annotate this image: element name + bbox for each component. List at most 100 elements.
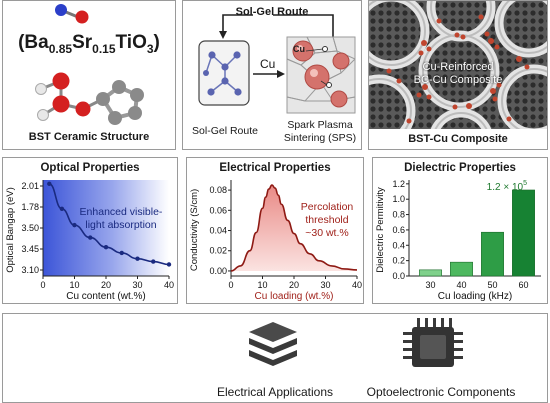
carbon-atom: [96, 92, 110, 106]
optical-ytick-label: 3.45: [21, 244, 39, 254]
optical-data-point: [119, 250, 124, 256]
hydrogen-atom: [35, 83, 47, 95]
composite-overlay-label: Cu-Reinforced BC-Cu Composite: [369, 61, 547, 87]
optical-xtick-label: 0: [40, 280, 45, 290]
sps-caption-line1: Spark Plasma: [287, 119, 353, 131]
panel-electrical-properties: Electrical Properties 0 10 20 30 40 0.00 0.02 0…: [186, 157, 364, 304]
bst-formula: (Ba0.85Sr0.15TiO3): [18, 32, 160, 56]
oxygen-atom: [52, 72, 70, 90]
optical-chart: 0 10 20 30 40 2.01 1.78 3.50 3.45 3.10 Optical Ba…: [5, 180, 174, 302]
panel-sol-gel-route: Sol-Gel Route: [182, 0, 362, 150]
overlay-line1: Cu-Reinforced: [422, 61, 494, 73]
optical-xlabel: Cu content (wt.%): [66, 291, 145, 302]
dielectric-bar: [419, 269, 442, 277]
electrical-annotation-line1: Percolation: [301, 201, 354, 213]
sol-gel-diagram: [198, 14, 356, 114]
electrical-area-fill: [231, 185, 357, 271]
electrical-series-line: [230, 184, 358, 272]
cu-particle: [330, 90, 348, 108]
electrical-chart: 0 10 20 30 40 0.00 0.02 0.04 0.06 0.08 Conductivi…: [189, 180, 362, 302]
optical-xtick-label: 30: [132, 280, 142, 290]
electrical-xtick-label: 20: [289, 280, 299, 290]
carbon-atom: [128, 106, 142, 120]
carbon-atom: [112, 80, 126, 94]
optical-data-point: [151, 259, 156, 264]
oxygen-atom: [75, 10, 89, 24]
electrical-annotation-line2: threshold: [305, 214, 348, 226]
dielectric-ytick-label: 1.2: [392, 179, 405, 189]
electrical-annotation-line3: ~30 wt.%: [305, 227, 348, 239]
hydrogen-atom: [37, 109, 49, 121]
layers-stack-icon: [249, 322, 297, 366]
cu-particle: [332, 52, 350, 70]
dielectric-ytick-label: 0.6: [392, 225, 405, 235]
panel-applications: Electrical Applications Optoelectronic C…: [2, 313, 548, 403]
panel-optical-properties: Optical Properties 0 10 20 30 40 2.01 1.78 3.50…: [2, 157, 178, 304]
carbon-atom: [130, 88, 144, 102]
optical-annotation-line2: light absorption: [85, 219, 156, 231]
optical-ytick-label: 1.78: [21, 202, 39, 212]
electrical-ytick-label: 0.00: [209, 266, 227, 276]
optical-xtick-label: 10: [69, 280, 79, 290]
electrical-xlabel: Cu loading (wt.%): [255, 291, 334, 302]
sps-caption: Spark Plasma Sintering (SPS): [279, 119, 361, 145]
electrical-ytick-label: 0.04: [209, 226, 227, 236]
optical-xtick-label: 40: [164, 280, 174, 290]
panel-dielectric-properties: Dielectric Properties 0.0 0.2 0.4 0.6 0.8 1.0…: [372, 157, 548, 304]
optical-plot-area: [43, 180, 169, 276]
optical-ytick-label: 3.10: [21, 265, 39, 275]
bst-structure-caption: BST Ceramic Structure: [28, 131, 150, 143]
electrical-ytick-label: 0.02: [209, 246, 227, 256]
dielectric-top-label-exp: 5: [523, 180, 527, 187]
dielectric-title: Dielectric Properties: [404, 162, 516, 174]
electrical-ytick-label: 0.06: [209, 205, 227, 215]
optical-ylabel: Optical Bangap (eV): [5, 187, 16, 273]
electrical-xtick-label: 40: [352, 280, 362, 290]
optical-ytick-label: 3.50: [21, 223, 39, 233]
electrical-xtick-label: 10: [257, 280, 267, 290]
dielectric-top-label-base: 1.2 × 10: [487, 182, 524, 193]
dielectric-ylabel: Dielectric Permitivity: [375, 187, 386, 273]
optical-ytick-label: 2.01: [21, 181, 39, 191]
composite-micrograph: [369, 1, 547, 129]
optical-data-point: [166, 262, 172, 267]
dielectric-ytick-label: 0.4: [392, 240, 405, 250]
composite-caption: BST-Cu Composite: [408, 133, 508, 145]
dielectric-chart: 0.0 0.2 0.4 0.6 0.8 1.0 1.2 30 40 50 60 Dielectri…: [375, 179, 541, 302]
dielectric-bar: [512, 189, 535, 277]
electrical-title: Electrical Properties: [219, 162, 331, 174]
electrical-ytick-label: 0.08: [209, 185, 227, 195]
microchip-icon: [403, 318, 463, 367]
optical-data-point: [88, 235, 93, 240]
optoelectronic-components-label: Optoelectronic Components: [366, 385, 516, 399]
dielectric-ytick-label: 0.8: [392, 210, 405, 220]
optical-xtick-label: 20: [101, 280, 111, 290]
dielectric-top-label: 1.2 × 105: [487, 180, 527, 193]
oxygen-atom: [75, 101, 91, 117]
electrical-applications-label: Electrical Applications: [216, 385, 334, 399]
oxygen-atom: [55, 4, 67, 16]
electrical-ylabel: Conductivity (S/cm): [189, 189, 200, 271]
panel-bst-cu-composite: Cu-Reinforced BC-Cu Composite BST-Cu Com…: [368, 0, 548, 150]
dielectric-xtick-label: 40: [456, 280, 466, 290]
sps-caption-line2: Sintering (SPS): [283, 132, 357, 144]
electrical-xtick-label: 0: [228, 280, 233, 290]
panel-bst-ceramic-structure: (Ba0.85Sr0.15TiO3) BST Ceramic Structure: [2, 0, 176, 150]
carbon-atom: [108, 111, 122, 125]
optical-data-point: [59, 206, 65, 211]
dielectric-ytick-label: 0.2: [392, 256, 405, 266]
cu-particle: [304, 64, 330, 90]
dielectric-xtick-label: 30: [425, 280, 435, 290]
arrow-label-cu: Cu: [260, 57, 276, 71]
oxygen-atom: [52, 95, 70, 113]
optical-annotation-line1: Enhanced visible-: [80, 206, 163, 218]
optical-title: Optical Properties: [40, 162, 140, 174]
dielectric-ytick-label: 1.0: [392, 194, 405, 204]
sol-gel-caption: Sol-Gel Route: [192, 125, 258, 137]
dielectric-ytick-label: 0.0: [392, 271, 405, 281]
overlay-line2: BC-Cu Composite: [413, 74, 503, 86]
optical-data-point: [103, 245, 109, 250]
dielectric-bar: [450, 261, 473, 277]
particle-label-cu: Cu: [293, 44, 305, 54]
dielectric-bar: [481, 231, 504, 277]
